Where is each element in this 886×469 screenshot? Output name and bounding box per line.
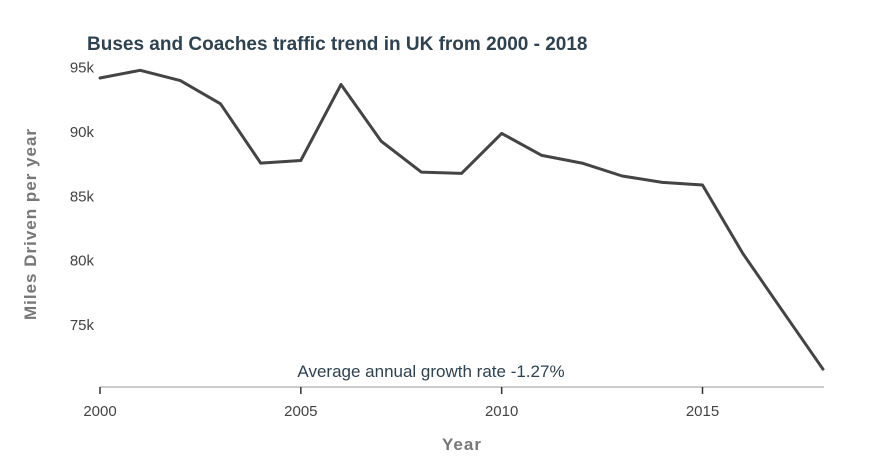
x-tick-label: 2010 <box>485 403 518 420</box>
x-axis-ticks: 2000 2005 2010 2015 <box>83 387 719 420</box>
y-axis-ticks: 75k 80k 85k 90k 95k <box>70 59 95 334</box>
y-tick-label: 80k <box>70 253 95 270</box>
x-tick-label: 2000 <box>83 403 116 420</box>
y-tick-label: 85k <box>70 188 95 205</box>
series-line <box>98 68 825 371</box>
x-tick-label: 2005 <box>284 403 317 420</box>
x-axis-title: Year <box>442 435 482 454</box>
y-axis-title: Miles Driven per year <box>21 128 40 320</box>
x-tick-label: 2015 <box>686 403 719 420</box>
chart-title: Buses and Coaches traffic trend in UK fr… <box>87 34 588 55</box>
growth-rate-annotation: Average annual growth rate -1.27% <box>297 362 564 381</box>
y-tick-label: 75k <box>70 317 95 334</box>
y-tick-label: 90k <box>70 124 95 141</box>
y-tick-label: 95k <box>70 59 95 76</box>
